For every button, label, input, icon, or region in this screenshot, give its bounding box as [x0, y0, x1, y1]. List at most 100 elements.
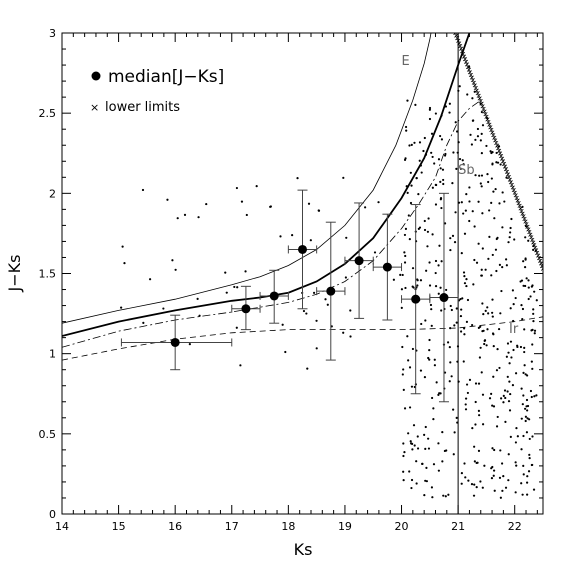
source-point — [498, 263, 502, 266]
source-point — [453, 324, 456, 327]
source-point — [413, 444, 416, 447]
source-point — [455, 416, 458, 419]
source-point — [407, 214, 410, 217]
source-point — [492, 474, 495, 477]
source-point — [465, 320, 469, 323]
source-point — [416, 447, 420, 450]
source-point — [527, 239, 530, 242]
source-point — [458, 157, 462, 161]
plot-content: E Sb Ir — [62, 33, 543, 514]
source-point — [462, 360, 465, 363]
source-point — [477, 449, 481, 452]
source-point — [442, 178, 445, 182]
source-point — [402, 368, 405, 371]
source-point — [404, 157, 407, 160]
source-point — [490, 274, 493, 277]
source-point — [498, 366, 501, 370]
source-point — [284, 350, 287, 354]
source-point — [408, 237, 411, 241]
source-point — [424, 447, 427, 450]
source-point — [490, 476, 494, 480]
source-point — [495, 269, 498, 273]
source-point — [491, 298, 494, 301]
source-point — [423, 136, 426, 140]
source-point — [480, 174, 484, 177]
median-point — [382, 262, 392, 272]
source-point — [498, 202, 501, 205]
source-point — [514, 441, 517, 444]
source-point — [406, 335, 409, 338]
lower-limit-marker — [503, 167, 509, 172]
lower-limit-marker — [524, 222, 529, 227]
source-point — [504, 396, 507, 400]
source-point — [485, 344, 488, 347]
source-point — [482, 313, 485, 316]
source-point — [504, 258, 508, 261]
lower-limit-marker — [476, 93, 481, 98]
source-point — [532, 320, 535, 323]
source-point — [408, 470, 411, 473]
source-point — [411, 267, 415, 270]
source-point — [492, 345, 495, 348]
source-point — [480, 152, 483, 155]
source-point — [434, 259, 438, 263]
source-point — [428, 284, 432, 287]
source-point — [465, 278, 468, 281]
source-point — [404, 286, 407, 290]
source-point — [441, 168, 445, 171]
model-track-label-Sb: Sb — [458, 163, 475, 178]
y-tick-label: 2.5 — [39, 107, 57, 120]
source-point — [527, 279, 530, 282]
source-point — [524, 257, 527, 260]
source-point — [281, 323, 284, 326]
source-point — [490, 151, 493, 155]
lower-limit-marker — [526, 227, 531, 232]
source-point — [496, 415, 499, 419]
source-point — [459, 330, 463, 333]
source-point — [399, 273, 402, 276]
source-point — [437, 393, 440, 397]
source-point — [463, 462, 466, 465]
source-point — [451, 234, 455, 237]
source-point — [475, 486, 478, 489]
lower-limit-marker — [473, 85, 478, 91]
source-point — [521, 307, 525, 311]
source-point — [496, 236, 499, 239]
source-point — [494, 248, 498, 251]
legend-lower-limits-label: lower limits — [105, 100, 180, 115]
source-point — [344, 276, 347, 279]
source-point — [466, 391, 469, 395]
source-point — [506, 342, 510, 345]
source-point — [433, 162, 436, 165]
source-point — [490, 392, 493, 395]
source-point — [481, 486, 484, 489]
source-point — [466, 93, 469, 96]
source-point — [120, 306, 123, 309]
source-point — [501, 462, 504, 465]
source-point — [419, 279, 423, 282]
source-point — [236, 286, 239, 289]
source-point — [529, 389, 533, 393]
lower-limit-marker — [494, 140, 499, 146]
source-point — [174, 268, 177, 271]
lower-limit-marker — [479, 101, 484, 106]
source-point — [463, 282, 467, 285]
source-point — [522, 284, 525, 287]
source-point — [410, 478, 414, 482]
source-point — [454, 121, 457, 124]
lower-limit-marker — [480, 104, 485, 109]
lower-limit-marker — [521, 214, 526, 219]
source-point — [505, 355, 508, 358]
source-point — [392, 278, 395, 281]
source-point — [465, 284, 468, 288]
source-point — [446, 341, 450, 344]
source-point — [528, 418, 531, 421]
source-point — [522, 434, 525, 438]
source-point — [491, 404, 494, 407]
median-point — [354, 256, 364, 266]
source-point — [495, 425, 499, 428]
source-point — [489, 150, 492, 153]
source-point — [171, 259, 174, 262]
median-point — [298, 244, 307, 254]
lower-limit-marker — [502, 164, 508, 169]
